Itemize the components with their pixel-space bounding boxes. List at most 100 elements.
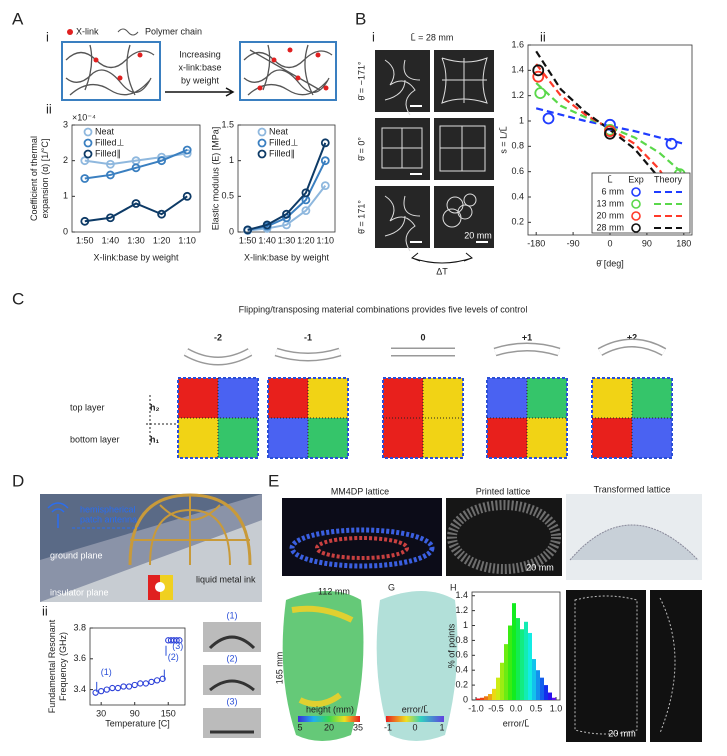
legend-marker	[631, 199, 641, 209]
sub-label: i	[46, 29, 49, 44]
plot-frame	[71, 124, 201, 233]
legend-text: X-link	[76, 26, 99, 36]
colorbar-tick: 35	[353, 722, 363, 732]
legend-marker	[83, 149, 93, 159]
level-label: -2	[214, 332, 222, 342]
legend-header: L̄	[607, 174, 612, 184]
point	[282, 209, 291, 219]
point	[159, 675, 166, 682]
legend-label: 6 mm	[602, 186, 625, 196]
point	[80, 216, 90, 226]
row-label: θ̄ = −171°	[356, 61, 366, 101]
y-tick-label: 0.4	[511, 191, 524, 201]
point	[182, 145, 192, 155]
legend-marker	[83, 138, 93, 148]
x-tick-label: 90	[642, 238, 652, 248]
point	[153, 677, 161, 684]
point	[320, 156, 330, 166]
y-axis-label: expansion (α) [1/°C]	[40, 139, 50, 219]
y-tick-label: 1.5	[221, 119, 234, 129]
y-tick-label: 1.2	[511, 90, 524, 100]
panel-label: B	[355, 9, 366, 28]
series-line	[247, 185, 327, 232]
y-tick-label: 0.6	[455, 650, 468, 660]
photo-label: (1)	[227, 610, 238, 620]
hist-bar	[476, 698, 480, 700]
sub-label: G	[388, 582, 395, 592]
layer-block	[178, 378, 218, 418]
point	[176, 637, 183, 644]
series-line	[84, 195, 188, 223]
panel-label: C	[12, 289, 24, 308]
hist-bar	[480, 697, 484, 700]
x-axis-label: X-link:base by weight	[93, 252, 179, 262]
divider	[146, 395, 176, 445]
legend-text: Polymer chain	[145, 26, 202, 36]
point	[142, 680, 150, 687]
x-tick-label: 0.0	[510, 703, 523, 713]
legend-label: Filled∥	[95, 148, 121, 158]
x-tick-label: -0.5	[488, 703, 504, 713]
x-axis-label: Temperature [C]	[105, 718, 170, 728]
combo-divider	[383, 378, 463, 458]
arrow-text: Increasing	[179, 49, 221, 59]
y-tick-label: 0.2	[455, 679, 468, 689]
x-tick-label: 1:10	[178, 235, 196, 245]
x-tick-label: 1:10	[317, 235, 335, 245]
theory-line	[535, 82, 685, 176]
point	[262, 220, 272, 230]
sub-label: H	[450, 582, 457, 592]
legend-header: Theory	[654, 174, 683, 184]
annotation: (3)	[172, 641, 183, 651]
layer-block	[178, 418, 218, 458]
photo-title: MM4DP lattice	[331, 486, 389, 496]
legend-chain	[117, 28, 139, 36]
point	[106, 213, 115, 223]
legend-marker	[631, 187, 641, 197]
y-tick-label: 3.6	[73, 653, 86, 663]
legend-label: Neat	[269, 126, 289, 136]
hist-bar	[544, 685, 548, 700]
arrow	[411, 252, 473, 264]
hist-bar	[496, 677, 500, 700]
layer-label: top layer	[70, 402, 105, 412]
layer-block	[423, 418, 463, 458]
level-label: -1	[304, 332, 312, 342]
point	[80, 174, 90, 183]
point	[157, 209, 167, 219]
photo-label: patch antenna	[80, 514, 137, 524]
antenna-photo	[40, 493, 262, 602]
legend-dot	[67, 29, 73, 35]
point	[109, 684, 116, 692]
y-tick-label: 2	[63, 155, 68, 165]
layer-block	[527, 378, 567, 418]
layer-label: bottom layer	[70, 434, 120, 444]
photo-grid	[375, 50, 494, 252]
deform-photos	[203, 622, 261, 738]
x-axis-label: error/L̄	[503, 718, 530, 728]
legend-label: Neat	[95, 126, 115, 136]
point	[243, 225, 253, 235]
legend-label: Filled⊥	[269, 137, 299, 147]
series-line	[84, 152, 188, 166]
point	[320, 138, 330, 148]
scale-label: 20 mm	[464, 230, 492, 240]
hist-bar	[484, 696, 488, 700]
y-axis-label: Elastic modulus (E) [MPa]	[210, 127, 220, 231]
combo-divider	[268, 378, 348, 458]
x-tick-label: 90	[130, 708, 140, 718]
point	[542, 112, 555, 125]
hist-bar	[500, 662, 504, 700]
point	[92, 689, 99, 696]
point	[106, 159, 115, 169]
x-tick-label: 180	[676, 238, 691, 248]
row-label: θ̄ = 0°	[356, 137, 366, 161]
photo-label: ground plane	[50, 550, 103, 560]
bent-bar-core	[598, 340, 666, 355]
hist-bar	[536, 670, 540, 700]
layer-block	[592, 418, 632, 458]
annotation: (1)	[101, 667, 112, 677]
colorbar-tick: 20	[324, 722, 334, 732]
point	[125, 683, 133, 690]
h-label: h₁	[150, 434, 159, 444]
